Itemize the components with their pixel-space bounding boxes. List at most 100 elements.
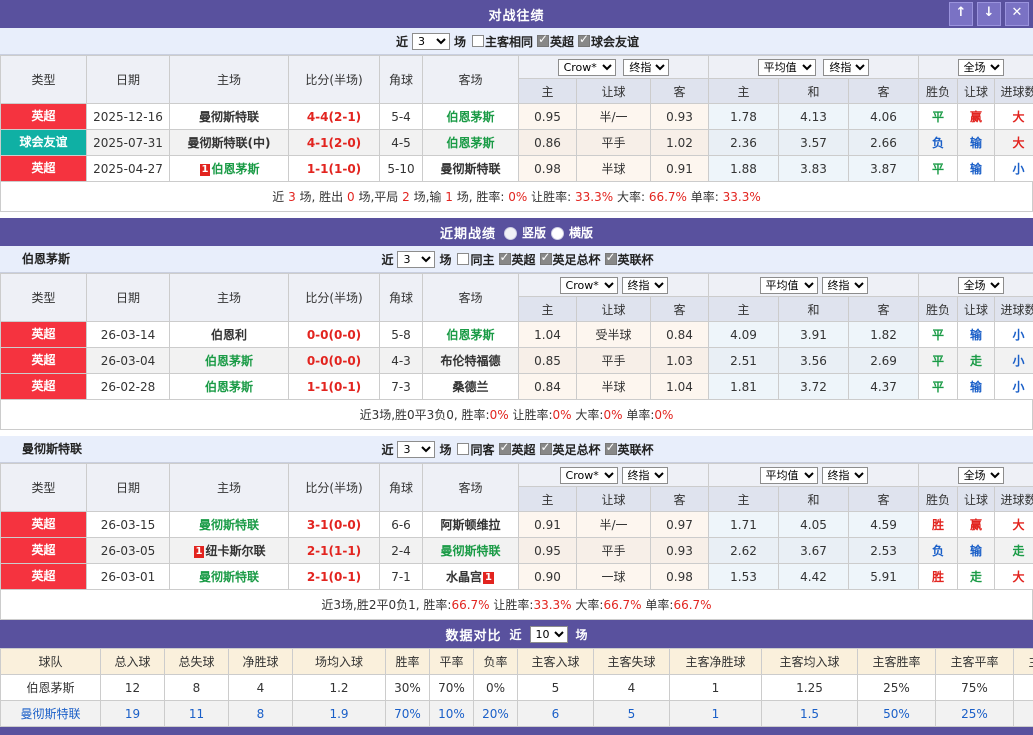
- euro-odds-time-select[interactable]: 终指初指: [822, 277, 868, 294]
- move-up-button[interactable]: ↑: [949, 2, 973, 26]
- radio-horizontal-view[interactable]: [551, 227, 564, 240]
- league-tag[interactable]: 英超: [1, 156, 86, 181]
- team-label[interactable]: 伯恩茅斯: [205, 380, 253, 394]
- euro-odds-time-select[interactable]: 终指初指: [822, 467, 868, 484]
- close-button[interactable]: ✕: [1005, 2, 1029, 26]
- compare-match-count-select[interactable]: 10620: [530, 626, 568, 643]
- asian-odds-company-select[interactable]: Crow*皇冠澳门: [560, 277, 618, 294]
- cell-away-team[interactable]: 阿斯顿维拉: [423, 512, 519, 538]
- cell-home-team[interactable]: 伯恩茅斯: [170, 374, 289, 400]
- team-label[interactable]: 阿斯顿维拉: [440, 518, 500, 532]
- league-tag[interactable]: 英超: [1, 322, 86, 347]
- league-tag[interactable]: 英超: [1, 104, 86, 129]
- asian-odds-time-select[interactable]: 终指初指: [622, 467, 668, 484]
- euro-odds-company-select[interactable]: 平均值Crow*: [760, 467, 818, 484]
- team-label[interactable]: 桑德兰: [452, 380, 488, 394]
- team-label[interactable]: 曼彻斯特联: [199, 570, 259, 584]
- checkbox-3[interactable]: [605, 443, 617, 455]
- cell-home-team[interactable]: 曼彻斯特联: [170, 512, 289, 538]
- checkbox-0[interactable]: [457, 253, 469, 265]
- checkbox-premier-league[interactable]: [537, 35, 549, 47]
- league-tag[interactable]: 球会友谊: [1, 130, 86, 155]
- cell-score[interactable]: 3-1(0-0): [289, 512, 380, 538]
- checkbox-same-home-away[interactable]: [472, 35, 484, 47]
- team-label[interactable]: 伯恩茅斯: [205, 354, 253, 368]
- team-label[interactable]: 曼彻斯特联(中): [188, 136, 271, 150]
- league-tag[interactable]: 英超: [1, 538, 86, 563]
- league-tag[interactable]: 英超: [1, 564, 86, 589]
- cell-score[interactable]: 0-0(0-0): [289, 322, 380, 348]
- team-match-count-select[interactable]: 361020: [397, 251, 435, 268]
- team-label[interactable]: 曼彻斯特联: [440, 544, 500, 558]
- checkbox-2[interactable]: [540, 443, 552, 455]
- cell-home-team[interactable]: 曼彻斯特联: [170, 104, 289, 130]
- cell-score[interactable]: 2-1(0-1): [289, 564, 380, 590]
- cell-home-team[interactable]: 曼彻斯特联(中): [170, 130, 289, 156]
- head-to-head-match-count-select[interactable]: 361020: [412, 33, 450, 50]
- cell-away-team[interactable]: 伯恩茅斯: [423, 130, 519, 156]
- cell-away-team[interactable]: 布伦特福德: [423, 348, 519, 374]
- team-label[interactable]: 曼彻斯特联: [199, 110, 259, 124]
- cell-home-team[interactable]: 伯恩茅斯: [170, 348, 289, 374]
- asian-odds-company-select[interactable]: Crow*皇冠澳门: [560, 467, 618, 484]
- checkbox-0[interactable]: [457, 443, 469, 455]
- cell-score[interactable]: 2-1(1-1): [289, 538, 380, 564]
- cell-score[interactable]: 4-1(2-0): [289, 130, 380, 156]
- euro-odds-company-select[interactable]: 平均值Crow*: [758, 59, 816, 76]
- cell-score[interactable]: 1-1(1-0): [289, 156, 380, 182]
- asian-odds-time-select[interactable]: 终指初指: [622, 277, 668, 294]
- checkbox-1[interactable]: [499, 253, 511, 265]
- cell-away-team[interactable]: 曼彻斯特联: [423, 156, 519, 182]
- league-tag[interactable]: 英超: [1, 512, 86, 537]
- league-tag[interactable]: 英超: [1, 348, 86, 373]
- cell-away-team[interactable]: 伯恩茅斯: [423, 322, 519, 348]
- cell-score[interactable]: 1-1(0-1): [289, 374, 380, 400]
- team-match-count-select[interactable]: 361020: [397, 441, 435, 458]
- team-label[interactable]: 布伦特福德: [440, 354, 500, 368]
- checkbox-2[interactable]: [540, 253, 552, 265]
- cell-score[interactable]: 4-4(2-1): [289, 104, 380, 130]
- cell-away-team[interactable]: 伯恩茅斯: [423, 104, 519, 130]
- cell-score[interactable]: 0-0(0-0): [289, 348, 380, 374]
- team-label[interactable]: 伯恩茅斯: [446, 136, 494, 150]
- team-label[interactable]: 伯恩茅斯: [446, 110, 494, 124]
- cell-away-team[interactable]: 曼彻斯特联: [423, 538, 519, 564]
- team-label[interactable]: 伯恩利: [211, 328, 247, 342]
- checkbox-3[interactable]: [605, 253, 617, 265]
- result-scope-select[interactable]: 全场半场: [958, 277, 1004, 294]
- result-scope-select[interactable]: 全场半场: [958, 467, 1004, 484]
- asian-odds-company-select[interactable]: Crow*皇冠澳门: [558, 59, 616, 76]
- cell-home-team[interactable]: 伯恩利: [170, 322, 289, 348]
- checkbox-club-friendly[interactable]: [578, 35, 590, 47]
- result-scope-select[interactable]: 全场半场: [958, 59, 1004, 76]
- league-tag[interactable]: 英超: [1, 374, 86, 399]
- asian-odds-time-select[interactable]: 终指初指: [623, 59, 669, 76]
- team-label[interactable]: 曼彻斯特联: [199, 518, 259, 532]
- team-label[interactable]: 伯恩茅斯: [446, 328, 494, 342]
- team-label[interactable]: 曼彻斯特联: [440, 162, 500, 176]
- checkbox-1[interactable]: [499, 443, 511, 455]
- cell-home-team[interactable]: 曼彻斯特联: [170, 564, 289, 590]
- euro-odds-time-select[interactable]: 终指初指: [823, 59, 869, 76]
- euro-odds-company-select[interactable]: 平均值Crow*: [760, 277, 818, 294]
- move-down-button[interactable]: ↓: [977, 2, 1001, 26]
- cell-away-team[interactable]: 桑德兰: [423, 374, 519, 400]
- radio-vertical-view[interactable]: [504, 227, 517, 240]
